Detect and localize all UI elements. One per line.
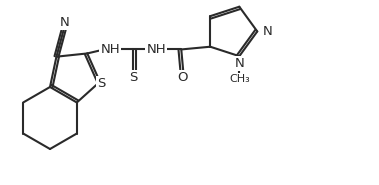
Text: S: S	[129, 71, 138, 84]
Text: N: N	[235, 57, 244, 70]
Text: N: N	[262, 25, 272, 38]
Text: NH: NH	[100, 43, 120, 56]
Text: CH₃: CH₃	[229, 74, 250, 84]
Text: S: S	[97, 77, 105, 90]
Text: NH: NH	[146, 43, 166, 56]
Text: O: O	[177, 71, 188, 84]
Text: N: N	[60, 16, 70, 29]
